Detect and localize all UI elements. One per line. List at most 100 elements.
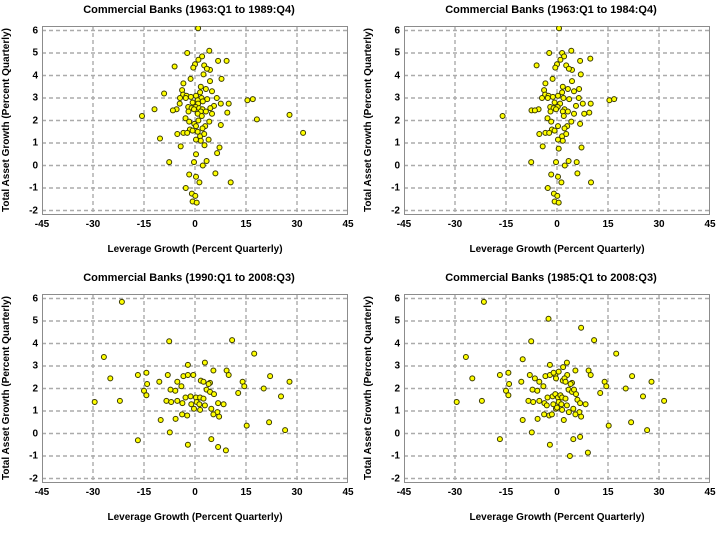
data-point [195, 26, 202, 32]
data-point [536, 131, 543, 137]
data-point [201, 142, 208, 149]
data-point [644, 427, 651, 434]
data-point [553, 106, 559, 113]
data-point [544, 115, 551, 122]
data-point [566, 96, 573, 103]
data-point [640, 393, 646, 400]
data-point [224, 109, 231, 116]
data-point [169, 107, 176, 114]
data-point [174, 131, 181, 137]
data-point [568, 118, 575, 125]
data-point [143, 369, 150, 376]
data-point [207, 105, 214, 112]
data-point [163, 397, 170, 404]
x-tick-label: -30 [85, 219, 101, 230]
data-point [561, 125, 568, 132]
data-point [559, 406, 566, 413]
y-tick-label: 4 [32, 338, 38, 349]
data-point [518, 378, 525, 385]
data-point [206, 118, 213, 125]
data-point [542, 80, 549, 87]
data-point [578, 413, 585, 420]
data-point [198, 113, 205, 119]
data-point [563, 359, 570, 366]
data-point [197, 83, 204, 90]
y-tick-label: 5 [394, 315, 400, 327]
data-point [555, 173, 561, 180]
data-point [202, 108, 209, 115]
x-tick-label: 0 [192, 487, 198, 498]
x-axis-label: Leverage Growth (Percent Quarterly) [469, 244, 645, 255]
data-point [134, 437, 141, 444]
x-axis-label: Leverage Growth (Percent Quarterly) [107, 244, 283, 255]
data-point [203, 158, 210, 164]
data-point [549, 93, 556, 100]
data-point [551, 99, 558, 106]
data-point [552, 64, 559, 71]
data-point [588, 179, 594, 186]
data-point [570, 436, 577, 443]
data-point [565, 409, 572, 416]
data-point [241, 383, 248, 390]
data-point [555, 123, 561, 130]
data-point [157, 417, 164, 423]
data-point [563, 402, 570, 409]
data-point [565, 158, 572, 164]
data-point [555, 145, 562, 152]
data-point [243, 422, 250, 429]
data-point [118, 298, 125, 305]
y-tick-label: 3 [32, 360, 38, 372]
data-point [544, 394, 551, 401]
data-point [613, 350, 620, 357]
data-point [648, 378, 655, 385]
x-tick-label: 0 [554, 219, 560, 230]
data-point [166, 429, 173, 436]
data-point [139, 113, 145, 119]
data-point [197, 89, 204, 96]
data-point [177, 143, 184, 150]
data-point [556, 26, 562, 32]
data-point [558, 179, 565, 186]
data-point [553, 375, 559, 382]
data-point [530, 399, 537, 405]
data-point [196, 179, 203, 186]
data-point [184, 50, 191, 56]
data-point [182, 185, 189, 191]
chart-commercial-banks-1963-1989: Commercial Banks (1963:Q1 to 1989:Q4) To… [0, 0, 362, 268]
data-point [582, 401, 589, 408]
data-point [568, 47, 575, 54]
data-point [205, 381, 212, 387]
data-point [166, 159, 173, 166]
data-point [174, 378, 181, 385]
data-point [548, 118, 555, 125]
x-tick-label: 30 [653, 219, 665, 230]
data-point [554, 192, 561, 199]
y-tick-label: 1 [32, 137, 38, 149]
y-tick-label: 0 [32, 160, 38, 171]
data-point [229, 337, 236, 344]
data-point [202, 86, 209, 92]
data-point [453, 399, 460, 405]
data-point [558, 401, 565, 408]
chart-title: Commercial Banks (1990:Q1 to 2008:Q3) [83, 272, 295, 284]
data-point [196, 401, 203, 408]
data-point [199, 162, 206, 169]
data-point [587, 100, 594, 107]
data-point [629, 373, 636, 380]
data-point [215, 400, 222, 407]
x-tick-label: 45 [704, 487, 716, 498]
data-point [469, 375, 476, 382]
data-point [550, 401, 557, 408]
chart-title: Commercial Banks (1963:Q1 to 1984:Q4) [445, 4, 657, 16]
y-tick-label: 6 [394, 293, 400, 304]
data-point [519, 356, 526, 363]
data-point [151, 106, 158, 113]
data-point [201, 359, 208, 366]
data-point [210, 367, 217, 374]
data-point [244, 97, 251, 104]
data-point [564, 86, 571, 92]
data-point [216, 413, 223, 420]
data-point [549, 75, 556, 82]
data-point [571, 110, 577, 117]
